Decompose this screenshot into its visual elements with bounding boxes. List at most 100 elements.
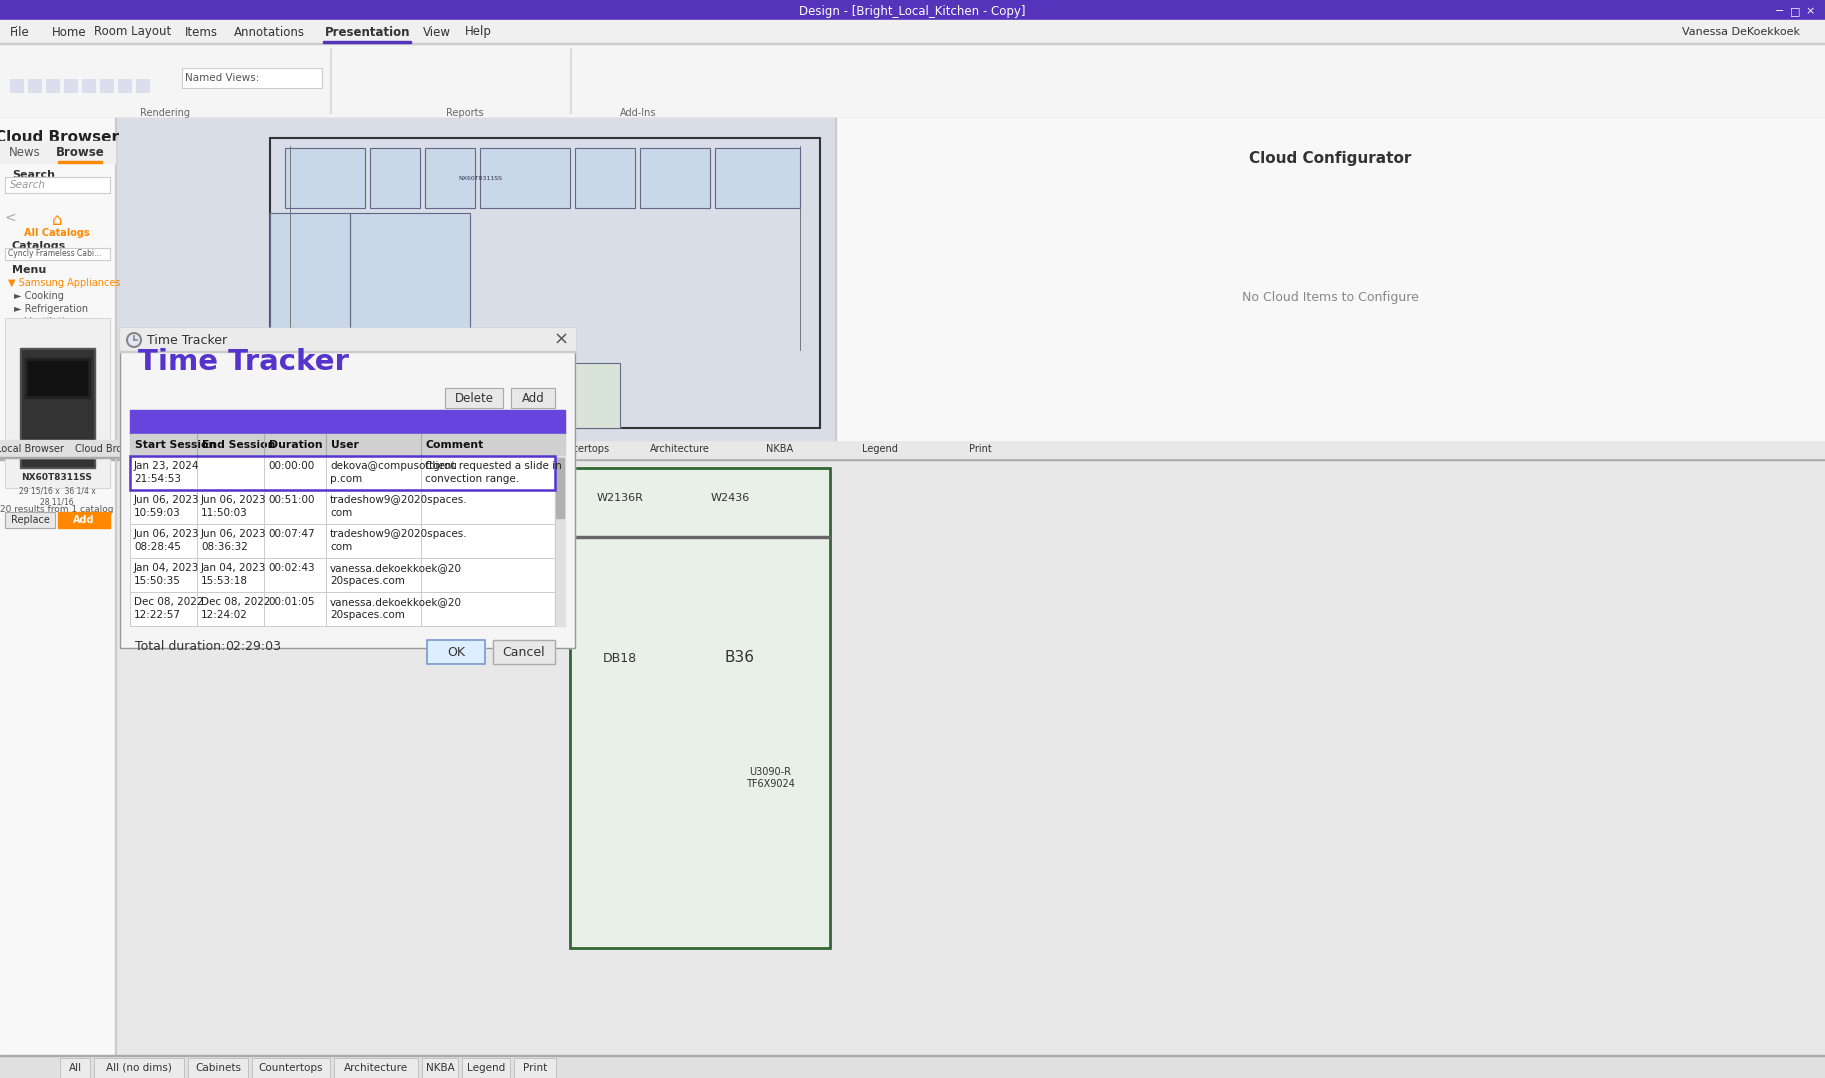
- Bar: [120, 328, 575, 648]
- Bar: [5, 248, 109, 260]
- Bar: [836, 118, 1825, 440]
- Text: Search: Search: [13, 170, 55, 180]
- Text: NX60T8311SS: NX60T8311SS: [22, 473, 93, 483]
- Text: Cabinets: Cabinets: [195, 1063, 241, 1073]
- Bar: [82, 79, 97, 93]
- Text: 00:01:05: 00:01:05: [268, 597, 314, 607]
- Text: Dec 08, 2022
12:22:57: Dec 08, 2022 12:22:57: [133, 597, 204, 620]
- Bar: [0, 141, 115, 163]
- Bar: [58, 161, 102, 163]
- Bar: [130, 490, 555, 524]
- Text: Jun 06, 2023
08:36:32: Jun 06, 2023 08:36:32: [201, 529, 266, 552]
- Text: Room Layout: Room Layout: [95, 26, 172, 39]
- Bar: [46, 79, 60, 93]
- Text: −: −: [1776, 6, 1785, 16]
- Bar: [5, 177, 109, 193]
- Text: Replace: Replace: [11, 515, 49, 525]
- Bar: [100, 79, 113, 93]
- Bar: [0, 43, 1825, 118]
- Text: Jan 04, 2023
15:53:18: Jan 04, 2023 15:53:18: [201, 563, 266, 585]
- Text: □: □: [1790, 6, 1799, 16]
- Bar: [575, 148, 635, 208]
- Bar: [425, 148, 474, 208]
- Text: U3090-R
TF6X9024: U3090-R TF6X9024: [746, 766, 794, 789]
- Text: Jun 06, 2023
11:50:03: Jun 06, 2023 11:50:03: [201, 495, 266, 517]
- Text: Browse: Browse: [55, 146, 104, 158]
- Bar: [58, 512, 110, 528]
- Bar: [117, 118, 836, 440]
- Bar: [334, 1058, 418, 1078]
- Text: File: File: [9, 26, 29, 39]
- Bar: [427, 640, 485, 664]
- Text: Presentation: Presentation: [325, 26, 411, 39]
- Bar: [323, 41, 411, 43]
- Text: ×: ×: [553, 331, 569, 349]
- Bar: [370, 148, 420, 208]
- Bar: [137, 79, 150, 93]
- Text: Local Browser: Local Browser: [0, 444, 64, 454]
- Bar: [370, 148, 420, 208]
- Text: Cloud Browser: Cloud Browser: [0, 130, 119, 146]
- Bar: [480, 363, 560, 428]
- Bar: [285, 148, 365, 208]
- Bar: [0, 20, 1825, 43]
- Bar: [480, 148, 569, 208]
- Bar: [493, 640, 555, 664]
- Text: All (no dims): All (no dims): [106, 1063, 172, 1073]
- Bar: [560, 363, 620, 428]
- Text: Cyncly Frameless Cabi...: Cyncly Frameless Cabi...: [7, 249, 100, 259]
- Bar: [119, 79, 131, 93]
- Circle shape: [128, 333, 141, 347]
- Bar: [130, 524, 555, 558]
- Text: Home: Home: [51, 26, 86, 39]
- Bar: [130, 434, 566, 456]
- Text: Architecture: Architecture: [650, 444, 710, 454]
- Text: W2436: W2436: [710, 493, 750, 503]
- Bar: [9, 79, 24, 93]
- Bar: [252, 1058, 330, 1078]
- Text: tradeshow9@2020spaces.
com: tradeshow9@2020spaces. com: [330, 529, 467, 552]
- Bar: [130, 490, 555, 524]
- Bar: [480, 148, 569, 208]
- Text: DB18: DB18: [602, 651, 637, 664]
- Bar: [445, 388, 504, 407]
- Text: <: <: [5, 211, 16, 225]
- Bar: [422, 1058, 458, 1078]
- Bar: [555, 456, 566, 626]
- Bar: [493, 640, 555, 664]
- Text: ► Cooking: ► Cooking: [15, 291, 64, 301]
- Text: 00:00:00: 00:00:00: [268, 461, 314, 471]
- Text: ► Ventilation: ► Ventilation: [15, 317, 77, 327]
- Bar: [5, 177, 109, 193]
- Text: 20 results from 1 catalog: 20 results from 1 catalog: [0, 506, 113, 514]
- Bar: [557, 458, 564, 517]
- Bar: [569, 536, 830, 538]
- Text: Search: Search: [9, 180, 46, 190]
- Text: Print: Print: [524, 1063, 548, 1073]
- Text: Delete: Delete: [454, 391, 493, 404]
- Bar: [462, 1058, 509, 1078]
- Bar: [188, 1058, 248, 1078]
- Bar: [270, 213, 350, 358]
- Text: B36: B36: [725, 650, 756, 665]
- Bar: [5, 318, 109, 488]
- Text: Client requested a slide in
convection range.: Client requested a slide in convection r…: [425, 461, 562, 484]
- Bar: [0, 0, 1825, 20]
- Bar: [515, 1058, 557, 1078]
- Bar: [20, 348, 95, 468]
- Text: Reports: Reports: [445, 108, 484, 118]
- Bar: [641, 148, 710, 208]
- Text: Menu: Menu: [13, 265, 46, 275]
- Bar: [560, 363, 620, 428]
- Bar: [511, 388, 555, 407]
- Text: Cabinets: Cabinets: [458, 444, 502, 454]
- Text: NKBA: NKBA: [425, 1063, 454, 1073]
- Text: Named Views:: Named Views:: [184, 73, 259, 83]
- Bar: [117, 440, 1825, 458]
- Text: dekova@compusoftgrou
p.com: dekova@compusoftgrou p.com: [330, 461, 456, 484]
- Text: Design - [Bright_Local_Kitchen - Copy]: Design - [Bright_Local_Kitchen - Copy]: [799, 4, 1026, 17]
- Text: Vanessa DeKoekkoek: Vanessa DeKoekkoek: [1683, 27, 1799, 37]
- Text: Legend: Legend: [467, 1063, 506, 1073]
- Text: ► Cleaning: ► Cleaning: [15, 330, 68, 340]
- Text: News: News: [9, 146, 40, 158]
